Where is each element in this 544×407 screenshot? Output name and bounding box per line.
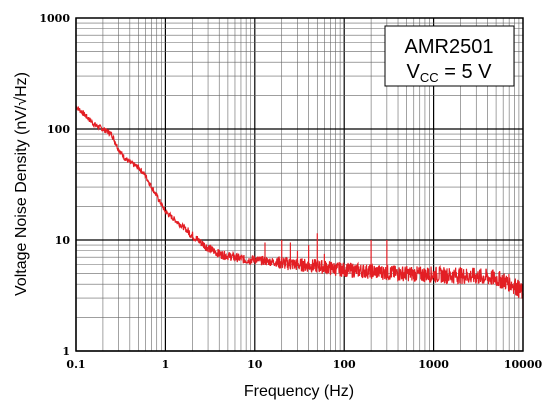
y-tick-label: 1000 <box>39 12 70 25</box>
legend-box: AMR2501 VCC = 5 V <box>384 25 515 87</box>
legend-title: AMR2501 <box>405 36 494 58</box>
x-tick-label: 1 <box>162 358 170 371</box>
y-tick-labels: 1 10 100 1000 <box>39 12 70 358</box>
legend-frame <box>384 25 515 87</box>
plot-frame <box>75 17 524 352</box>
legend-condition: VCC = 5 V <box>407 61 493 85</box>
y-tick-label: 10 <box>55 234 71 247</box>
series-layer <box>75 105 524 318</box>
series-line <box>75 105 524 299</box>
x-axis-title: Frequency (Hz) <box>244 383 354 400</box>
x-tick-label: 1000 <box>418 358 449 371</box>
y-tick-label: 1 <box>62 345 70 358</box>
y-tick-label: 100 <box>47 123 70 136</box>
legend-v-value: = 5 V <box>439 61 492 83</box>
x-tick-label: 100 <box>333 358 356 371</box>
x-tick-label: 10 <box>247 358 263 371</box>
legend-v: V <box>407 61 421 83</box>
x-tick-label: 10000 <box>504 358 543 371</box>
y-axis-title: Voltage Noise Density (nV/√Hz) <box>13 72 30 296</box>
x-tick-labels: 0.1 1 10 100 1000 10000 <box>66 358 542 371</box>
x-tick-label: 0.1 <box>66 358 85 371</box>
legend-v-subscript: CC <box>420 70 439 85</box>
grid <box>75 18 523 352</box>
